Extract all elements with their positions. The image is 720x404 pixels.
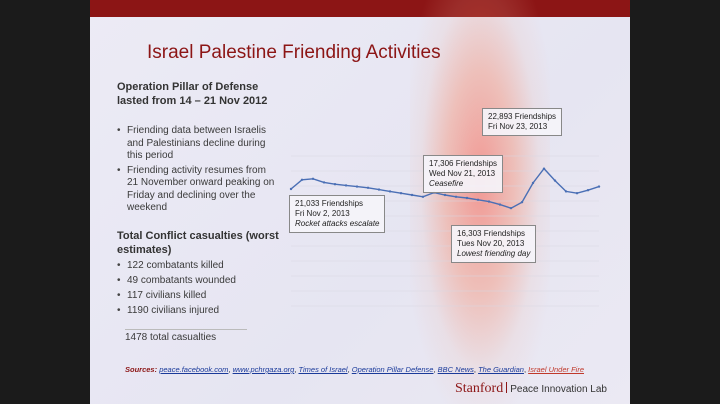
data-point	[311, 177, 315, 180]
casualties-heading-line1: Total Conflict casualties (worst	[117, 230, 279, 242]
data-point	[421, 195, 425, 198]
total-casualties: 1478 total casualties	[125, 329, 247, 343]
data-point	[520, 200, 524, 204]
source-link[interactable]: peace.facebook.com	[159, 365, 229, 374]
data-point	[454, 195, 458, 198]
operation-heading: Operation Pillar of Defense lasted from …	[117, 80, 267, 108]
data-point	[366, 186, 370, 189]
data-point	[344, 184, 348, 187]
callout-rocket-attacks: 21,033 Friendships Fri Nov 2, 2013 Rocke…	[289, 195, 386, 233]
casualty-bullets: 122 combatants killed 49 combatants woun…	[117, 259, 287, 319]
data-point	[399, 192, 403, 195]
data-point	[531, 181, 535, 185]
source-link[interactable]: The Guardian	[478, 365, 524, 374]
source-link[interactable]: BBC News	[437, 365, 474, 374]
data-point	[289, 187, 293, 191]
sources-line: Sources: peace.facebook.com, www.pchrgaz…	[125, 365, 584, 374]
callout-ceasefire-line1: 17,306 Friendships	[429, 159, 498, 168]
data-point	[476, 198, 480, 201]
casualties-heading-line2: estimates)	[117, 244, 172, 256]
callout-peak-line2: Fri Nov 23, 2013	[488, 122, 548, 131]
bullet-item: Friending activity resumes from 21 Novem…	[117, 165, 279, 215]
operation-heading-line2: lasted from 14 – 21 Nov 2012	[117, 95, 268, 107]
callout-rocket-line2: Fri Nov 2, 2013	[295, 209, 350, 218]
data-point	[586, 189, 590, 192]
casualty-item: 49 combatants wounded	[117, 274, 287, 287]
slide: Israel Palestine Friending Activities Op…	[90, 0, 630, 404]
data-point	[322, 181, 326, 184]
data-point	[355, 185, 359, 188]
data-point	[410, 193, 414, 197]
source-link[interactable]: www.pchrgaza.org	[232, 365, 295, 374]
callout-lowest: 16,303 Friendships Tues Nov 20, 2013 Low…	[451, 225, 537, 263]
friending-bullets: Friending data between Israelis and Pale…	[117, 125, 279, 217]
data-point	[509, 206, 513, 210]
data-point	[575, 192, 579, 195]
callout-ceasefire-line2: Wed Nov 21, 2013	[429, 169, 496, 178]
data-point	[300, 178, 304, 182]
casualty-item: 117 civilians killed	[117, 289, 287, 302]
logo-brand: Stanford	[455, 381, 504, 396]
source-link[interactable]: Operation Pillar Defense	[351, 365, 434, 374]
data-point	[465, 196, 469, 200]
source-link[interactable]: Israel Under Fire	[528, 365, 584, 374]
callout-peak-line1: 22,893 Friendships	[488, 112, 557, 121]
stanford-logo: Stanford Peace Innovation Lab	[455, 381, 607, 397]
casualties-heading: Total Conflict casualties (worst estimat…	[117, 229, 279, 257]
data-point	[564, 190, 568, 193]
data-point	[487, 200, 491, 203]
slide-title: Israel Palestine Friending Activities	[147, 42, 441, 63]
callout-peak: 22,893 Friendships Fri Nov 23, 2013	[482, 108, 563, 136]
casualty-item: 122 combatants killed	[117, 259, 287, 272]
data-point	[597, 185, 601, 188]
callout-ceasefire: 17,306 Friendships Wed Nov 21, 2013 Ceas…	[423, 155, 504, 193]
data-point	[388, 190, 392, 193]
callout-rocket-line1: 21,033 Friendships	[295, 199, 364, 208]
logo-lab-name: Peace Innovation Lab	[510, 384, 607, 395]
presenter-overlay	[410, 0, 550, 404]
callout-lowest-line1: 16,303 Friendships	[457, 229, 526, 238]
data-point	[553, 179, 557, 182]
source-link[interactable]: Times of Israel	[298, 365, 348, 374]
operation-heading-line1: Operation Pillar of Defense	[117, 81, 259, 93]
data-point	[542, 167, 546, 170]
data-point	[333, 183, 337, 186]
data-point	[498, 203, 502, 206]
data-point	[377, 188, 381, 191]
callout-rocket-line3: Rocket attacks escalate	[295, 219, 380, 228]
callout-ceasefire-line3: Ceasefire	[429, 179, 464, 188]
sources-label: Sources:	[125, 365, 158, 374]
casualty-item: 1190 civilians injured	[117, 304, 287, 317]
bullet-item: Friending data between Israelis and Pale…	[117, 125, 279, 163]
logo-divider	[506, 382, 508, 393]
callout-lowest-line2: Tues Nov 20, 2013	[457, 239, 525, 248]
callout-lowest-line3: Lowest friending day	[457, 249, 531, 258]
data-point	[443, 193, 447, 197]
